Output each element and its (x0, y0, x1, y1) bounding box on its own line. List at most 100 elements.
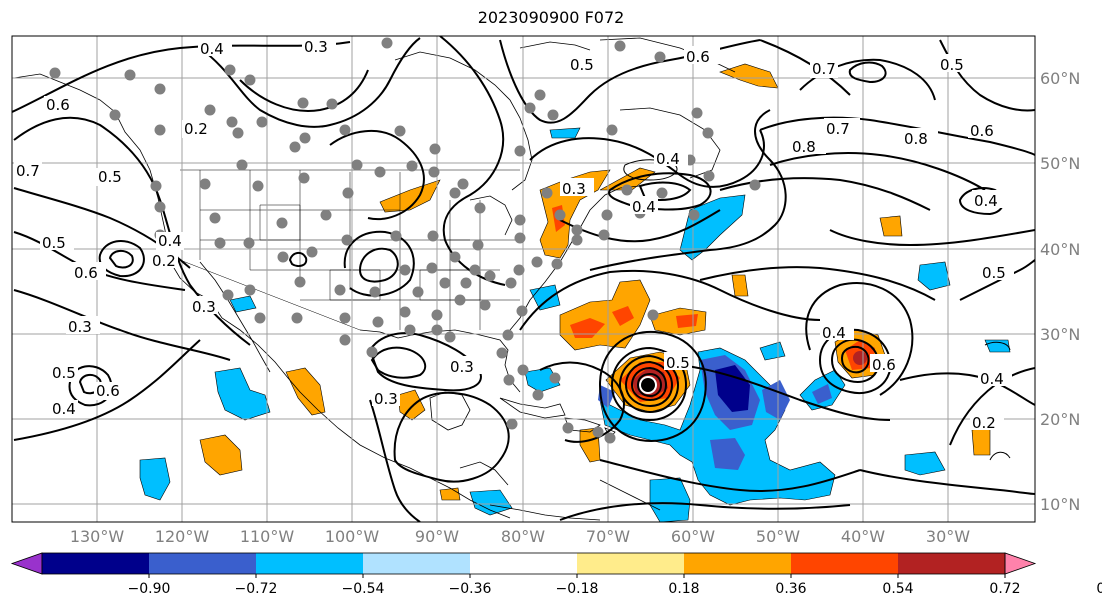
colorbar-tick-label: −0.36 (449, 581, 492, 597)
contour-label: 0.4 (656, 150, 680, 168)
colorbar-tick-label: 0.72 (989, 581, 1020, 597)
contour-label: 0.7 (16, 162, 40, 180)
contour-label: 0.8 (904, 130, 928, 148)
negative-shading (229, 295, 257, 313)
station-markers (49, 37, 761, 444)
longitude-label: 50°W (756, 527, 800, 546)
latitude-label: 60°N (1040, 69, 1080, 88)
contour-label: 0.6 (686, 48, 710, 66)
contour-label: 0.7 (812, 60, 836, 78)
contour-label: 0.5 (666, 354, 690, 372)
contour-label: 0.3 (374, 390, 398, 408)
latitude-label: 30°N (1040, 325, 1080, 344)
contour-label: 0.6 (872, 356, 896, 374)
contour-label: 0.3 (450, 358, 474, 376)
contour-label: 0.4 (52, 400, 76, 418)
contour-label: 0.3 (192, 298, 216, 316)
longitude-label: 80°W (501, 527, 545, 546)
negative-shading (599, 347, 836, 506)
contour-label: 0.5 (42, 234, 66, 252)
longitude-label: 60°W (671, 527, 715, 546)
contour-label: 0.4 (822, 324, 846, 342)
negative-shading (762, 380, 790, 420)
positive-shading (612, 306, 634, 326)
colorbar-segment (898, 553, 1006, 574)
colorbar-segment (363, 553, 471, 574)
colorbar: −0.90 −0.72 −0.54 −0.36 −0.18 0.18 0.36 0.54 0.7… (10, 552, 1102, 597)
latitude-label: 50°N (1040, 154, 1080, 173)
colorbar-tick-label: 0.90 (1096, 581, 1102, 597)
contour-label: 0.4 (200, 40, 224, 58)
positive-shading (397, 389, 426, 421)
positive-shading (599, 167, 656, 191)
colorbar-tick-label: −0.72 (235, 581, 278, 597)
colorbar-tick-label: −0.54 (342, 581, 385, 597)
contour-label: 0.2 (972, 414, 996, 432)
positive-shading (676, 314, 698, 328)
positive-shading (879, 215, 903, 237)
contour-label-group: 0.4 0.3 0.5 0.6 0.7 0.8 0.7 0.8 0.6 0.2 … (14, 38, 1014, 432)
contour-label: 0.4 (974, 192, 998, 210)
colorbar-tick-label: 0.54 (882, 581, 913, 597)
longitude-label: 110°W (240, 527, 295, 546)
positive-shading (570, 318, 605, 338)
longitude-label: 130°W (70, 527, 125, 546)
positive-shading (731, 274, 749, 297)
colorbar-segment (256, 553, 364, 574)
latitude-label: 40°N (1040, 240, 1080, 259)
map-frame (11, 35, 1036, 523)
negative-shading (917, 261, 951, 291)
negative-shading (549, 127, 581, 139)
contour-label: 0.4 (980, 370, 1004, 388)
positive-shading (199, 434, 243, 476)
contour-label: 0.6 (46, 96, 70, 114)
hurricane-eye (641, 378, 655, 392)
negative-shading (469, 489, 513, 516)
colorbar-outline (41, 552, 1006, 575)
colorbar-tick-label: −0.90 (128, 581, 171, 597)
negative-shading (759, 341, 786, 361)
contour-label: 0.3 (68, 318, 92, 336)
contour-label: 0.5 (570, 56, 594, 74)
contour-lines-thin (623, 159, 1011, 461)
colorbar-segment (470, 553, 578, 574)
colorbar-segment (684, 553, 792, 574)
longitude-label: 70°W (586, 527, 630, 546)
latitude-axis: 60°N 50°N 40°N 30°N 20°N 10°N (1040, 69, 1080, 514)
colorbar-segment (149, 553, 257, 574)
latitude-label: 10°N (1040, 495, 1080, 514)
contour-label: 0.6 (96, 382, 120, 400)
negative-shading (715, 365, 750, 412)
negative-shading (139, 457, 171, 501)
negative-shading (904, 451, 946, 476)
colorbar-segment (42, 553, 150, 574)
negative-shading (710, 438, 745, 470)
negative-shading (214, 367, 271, 421)
longitude-label: 90°W (415, 527, 459, 546)
contour-label: 0.8 (792, 138, 816, 156)
colorbar-extend-high (1004, 552, 1037, 575)
contour-label: 0.4 (632, 198, 656, 216)
colorbar-segment (791, 553, 899, 574)
negative-shading (812, 384, 832, 404)
positive-shading (971, 427, 991, 456)
contour-label: 0.6 (74, 264, 98, 282)
longitude-axis: 130°W 120°W 110°W 100°W 90°W 80°W 70°W 6… (70, 527, 970, 546)
colorbar-segment (577, 553, 685, 574)
longitude-label: 100°W (325, 527, 380, 546)
contour-label: 0.5 (52, 364, 76, 382)
colorbar-tick-label: 0.18 (668, 581, 699, 597)
latitude-label: 20°N (1040, 410, 1080, 429)
contour-label: 0.2 (152, 252, 176, 270)
contour-label: 0.5 (98, 168, 122, 186)
positive-shading (379, 179, 441, 213)
contour-label: 0.5 (982, 264, 1006, 282)
contour-label: 0.7 (826, 120, 850, 138)
longitude-label: 120°W (155, 527, 210, 546)
longitude-label: 40°W (841, 527, 885, 546)
contour-label: 0.2 (184, 120, 208, 138)
contour-label: 0.5 (940, 56, 964, 74)
positive-shading (439, 487, 461, 501)
contour-label: 0.4 (158, 232, 182, 250)
